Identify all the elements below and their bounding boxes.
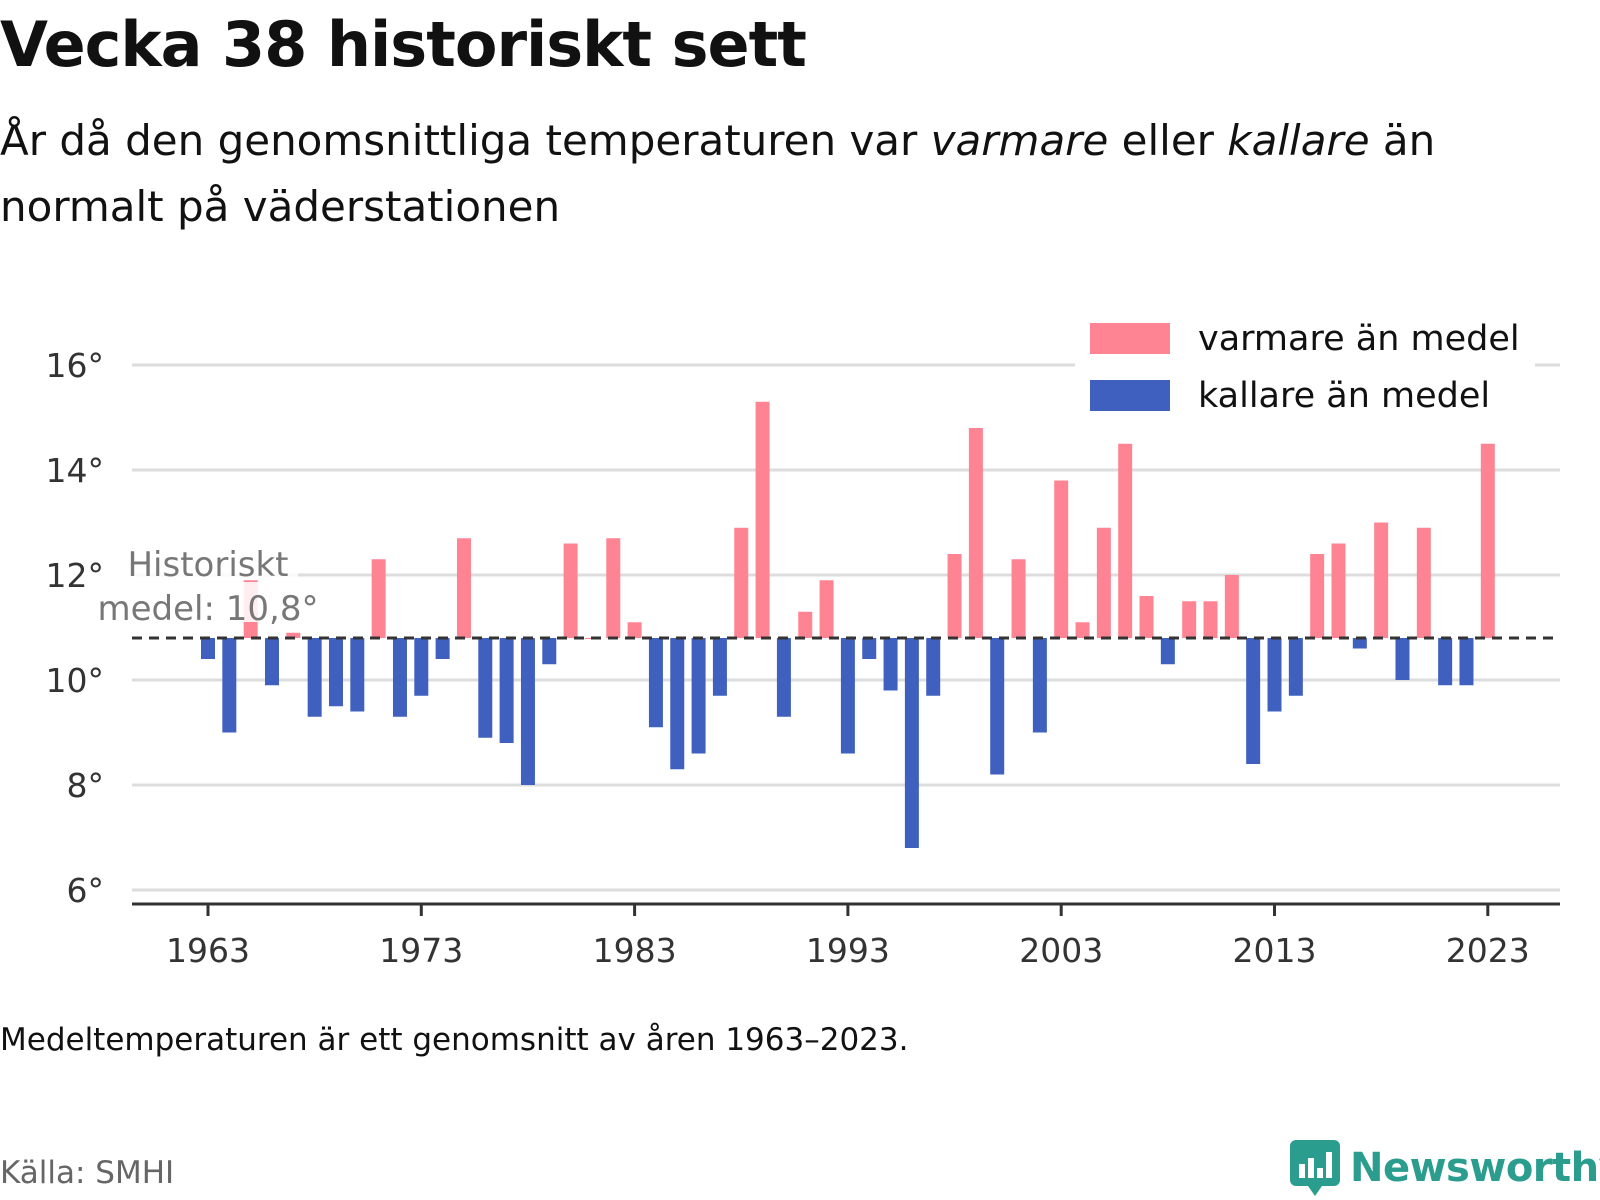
bar-1996 <box>904 638 919 848</box>
subtitle-cold-word: kallare <box>1227 116 1370 165</box>
bar-1991 <box>798 611 813 638</box>
bar-1987 <box>712 638 727 696</box>
bar-1969 <box>328 638 343 707</box>
bar-1990 <box>776 638 791 717</box>
bar-1989 <box>755 401 770 638</box>
bar-1976 <box>478 638 493 738</box>
bar-1998 <box>947 554 962 638</box>
legend-label-cold: kallare än medel <box>1198 376 1490 416</box>
bar-1985 <box>670 638 685 770</box>
chart-title: Vecka 38 historiskt sett <box>0 8 807 81</box>
legend: varmare än medel kallare än medel <box>1075 319 1535 430</box>
bar-1972 <box>392 638 407 717</box>
x-tick-label: 1983 <box>593 931 677 970</box>
brand-name: Newsworthy <box>1350 1145 1600 1191</box>
bar-1992 <box>819 580 834 638</box>
x-tick-label: 1963 <box>166 931 250 970</box>
bar-2001 <box>1011 559 1026 638</box>
bar-1983 <box>627 622 642 638</box>
bar-2016 <box>1331 543 1346 638</box>
bar-1971 <box>371 559 386 638</box>
x-tick-label: 2023 <box>1446 931 1530 970</box>
legend-swatch-warm <box>1090 323 1170 354</box>
bar-1984 <box>648 638 663 728</box>
y-tick-label: 8° <box>67 766 105 805</box>
bar-1964 <box>222 638 237 733</box>
bar-2015 <box>1310 554 1325 638</box>
subtitle-text-1: År då den genomsnittliga temperaturen va… <box>0 116 931 165</box>
subtitle-text-3: än normalt på väderstationen <box>0 116 1436 231</box>
bar-1975 <box>456 538 471 638</box>
y-tick-label: 16° <box>46 346 105 385</box>
bar-1970 <box>350 638 365 712</box>
bar-chart: 6° 8° 10° 12° 14° 16° 1963 1973 1983 1993 2003 2013… <box>46 319 1560 970</box>
y-tick-label: 12° <box>46 556 105 595</box>
bar-1974 <box>435 638 450 659</box>
bar-1995 <box>883 638 898 691</box>
newsworthy-icon <box>1290 1140 1340 1196</box>
bars <box>201 401 1495 848</box>
bar-1988 <box>734 527 749 638</box>
x-tick-label: 2003 <box>1019 931 1103 970</box>
bar-1966 <box>264 638 279 686</box>
bar-1968 <box>307 638 322 717</box>
bar-1994 <box>862 638 877 659</box>
chart-subtitle: År då den genomsnittliga temperaturen va… <box>0 108 1560 240</box>
bar-2019 <box>1395 638 1410 680</box>
bar-2002 <box>1032 638 1047 733</box>
bar-2013 <box>1267 638 1282 712</box>
bar-1977 <box>499 638 514 743</box>
bar-2020 <box>1416 527 1431 638</box>
bar-2022 <box>1459 638 1474 686</box>
legend-swatch-cold <box>1090 380 1170 411</box>
subtitle-warm-word: varmare <box>930 116 1109 165</box>
bar-2017 <box>1352 638 1367 649</box>
mean-label-bg <box>98 582 316 622</box>
mean-label-line1: Historiskt <box>127 545 288 585</box>
bar-1999 <box>968 428 983 638</box>
bar-2007 <box>1139 596 1154 638</box>
subtitle-text-2: eller <box>1108 116 1228 165</box>
bar-2011 <box>1224 575 1239 638</box>
footnote: Medeltemperaturen är ett genomsnitt av å… <box>0 1022 909 1058</box>
source-credit: Källa: SMHI <box>0 1155 175 1191</box>
bar-1986 <box>691 638 706 754</box>
bar-2012 <box>1246 638 1261 764</box>
bar-2014 <box>1288 638 1303 696</box>
bar-1982 <box>606 538 621 638</box>
bar-2010 <box>1203 601 1218 638</box>
bar-2009 <box>1182 601 1197 638</box>
bar-1979 <box>542 638 557 665</box>
bar-1980 <box>563 543 578 638</box>
bar-1967 <box>286 632 301 638</box>
bar-2005 <box>1096 527 1111 638</box>
mean-label-line2: medel: 10,8° <box>98 589 319 629</box>
axes: 6° 8° 10° 12° 14° 16° 1963 1973 1983 1993 2003 2013… <box>46 346 1560 970</box>
x-tick-label: 2013 <box>1233 931 1317 970</box>
bar-2000 <box>990 638 1005 775</box>
x-tick-label: 1993 <box>806 931 890 970</box>
y-tick-label: 6° <box>67 871 105 910</box>
bar-1978 <box>520 638 535 785</box>
bar-1997 <box>926 638 941 696</box>
y-tick-label: 14° <box>46 451 105 490</box>
mean-label-bg <box>120 540 298 580</box>
bar-2003 <box>1054 480 1069 638</box>
bar-2021 <box>1438 638 1453 686</box>
bar-2023 <box>1480 443 1495 638</box>
bar-2008 <box>1160 638 1175 665</box>
brand-logo[interactable]: Newsworthy <box>1290 1140 1600 1196</box>
x-tick-label: 1973 <box>379 931 463 970</box>
bar-1963 <box>201 638 215 659</box>
bar-1993 <box>840 638 855 754</box>
bar-1973 <box>414 638 429 696</box>
grid-lines <box>132 363 1560 892</box>
legend-label-warm: varmare än medel <box>1198 319 1520 359</box>
bar-2018 <box>1374 522 1389 638</box>
bar-2006 <box>1118 443 1133 638</box>
bar-2004 <box>1075 622 1090 638</box>
y-tick-label: 10° <box>46 661 105 700</box>
